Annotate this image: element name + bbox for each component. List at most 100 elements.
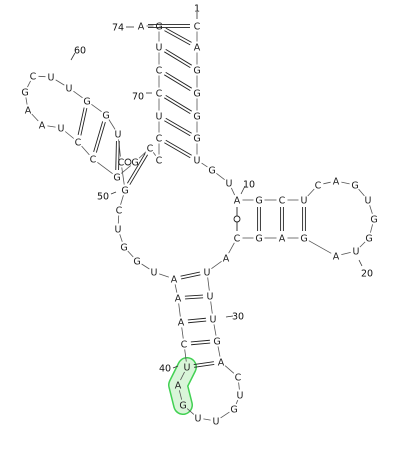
position-number: 60 [74, 46, 86, 57]
wc-pair-line [165, 49, 192, 66]
backbone-segment [359, 241, 366, 248]
nucleotide-56: C [30, 72, 37, 83]
nucleotide-52: G [102, 111, 109, 122]
nucleotide-72: G [155, 22, 162, 33]
backbone-segment [307, 188, 315, 197]
nucleotide-71: U [156, 43, 163, 54]
backbone-segment [211, 260, 222, 270]
backbone-segment [141, 263, 150, 270]
base-pairs [77, 24, 306, 368]
wc-pair-line [164, 142, 191, 159]
nucleotide-61: C [75, 138, 82, 149]
nucleotide-14: C [315, 181, 322, 192]
nucleotide-48: C [116, 206, 123, 217]
backbone-segment [238, 382, 240, 390]
wc-pair-line [164, 74, 191, 91]
backbone-segment [47, 125, 56, 128]
nucleotide-38: A [175, 381, 182, 392]
backbone-segment [369, 205, 373, 214]
nucleotide-7: U [194, 156, 201, 167]
backbone-segment [178, 303, 181, 317]
nucleotide-18: G [370, 215, 377, 226]
backbone-segment [181, 327, 184, 339]
nucleotide-16: G [351, 181, 358, 192]
backbone-segment [127, 250, 134, 258]
backbone-segment [120, 195, 124, 205]
nucleotide-50: C [118, 158, 125, 169]
nucleotide-46: G [120, 243, 127, 254]
backbone-segment [203, 418, 211, 421]
nucleotide-39: U [184, 363, 191, 374]
wc-pair-line [193, 361, 214, 366]
position-numbers: 1 10 20 30 40 50 60 70 74 [74, 4, 373, 375]
nucleotide-2: A [194, 43, 201, 54]
wc-pair-line [165, 117, 192, 134]
nucleotide-64: G [131, 158, 138, 169]
nucleotide-55: U [48, 73, 55, 84]
nucleotide-70: C [156, 66, 163, 77]
wc-pair-line [187, 317, 206, 321]
wc-pair-line [194, 363, 215, 368]
backbone-segment [184, 349, 187, 362]
backbone-segment [230, 187, 236, 196]
wc-pair-line [184, 294, 203, 297]
position-number: 74 [112, 23, 124, 34]
nucleotide-30: G [213, 337, 220, 348]
nucleotide-59: A [39, 121, 46, 132]
nucleotide-27: U [204, 268, 211, 279]
backbone-segment [235, 399, 239, 405]
number-tick [240, 185, 246, 195]
nucleotide-26: A [223, 254, 230, 265]
nucleotide-67: C [156, 134, 163, 145]
nucleotide-32: C [235, 373, 242, 384]
backbone-segment [121, 167, 125, 185]
nucleotide-54: U [66, 84, 73, 95]
position-number: 70 [132, 92, 144, 103]
gu-pair-marker [233, 215, 241, 223]
nucleotide-8: G [208, 166, 215, 177]
wc-pair-line [165, 139, 192, 156]
nucleotide-5: G [193, 112, 200, 123]
nucleotide-21: A [333, 252, 340, 263]
nucleotide-57: G [21, 88, 28, 99]
backbone-segment [178, 390, 183, 400]
nucleotide-37: G [179, 401, 186, 412]
backbone-segment [323, 181, 331, 185]
position-number: 20 [361, 269, 373, 280]
wc-pair-line [165, 95, 192, 112]
nucleotide-73: A [138, 22, 145, 33]
number-tick [110, 191, 117, 195]
number-tick [358, 259, 363, 267]
position-number: 40 [159, 364, 171, 375]
wc-pair-line [188, 320, 207, 324]
backbone-segment [308, 240, 332, 254]
nucleotide-42: A [175, 294, 182, 305]
nucleotide-49: G [121, 186, 128, 197]
nucleotide-36: U [195, 414, 202, 425]
nucleotide-44: U [151, 268, 158, 279]
gu-pair-marker [124, 158, 132, 166]
backbone-segment [31, 113, 39, 122]
backbone-segment [370, 224, 373, 233]
number-tick [70, 52, 76, 61]
backbone-segment [180, 371, 185, 381]
nucleotide-41: A [178, 318, 185, 329]
nucleotide-19: G [365, 234, 372, 245]
backbone-segment [341, 251, 351, 256]
nucleotide-9: U [226, 179, 233, 190]
nucleotide-31: A [218, 358, 225, 369]
backbone-segment [55, 79, 65, 86]
backbone-segment [224, 365, 235, 374]
backbone-segment [210, 301, 213, 314]
nucleotide-3: G [193, 66, 200, 77]
wc-pair-line [93, 121, 104, 153]
backbone-segment [207, 277, 210, 291]
position-number: 30 [232, 312, 244, 323]
nucleotide-40: C [181, 340, 188, 351]
nucleotide-23: A [279, 234, 286, 245]
backbone-segment [108, 119, 116, 130]
backbone-segment [152, 152, 157, 156]
wc-pair-line [181, 274, 201, 280]
wc-pair-line [164, 30, 191, 46]
